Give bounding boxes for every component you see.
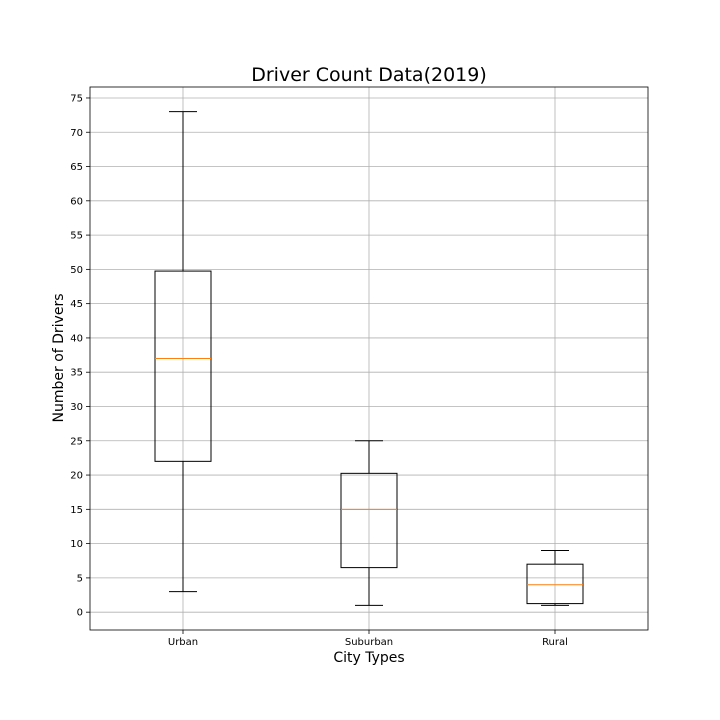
y-tick-label: 75: [70, 93, 83, 104]
boxes: [154, 111, 584, 606]
box-suburban: [340, 440, 398, 606]
y-tick-label: 40: [70, 333, 83, 344]
box-urban: [154, 111, 212, 593]
y-tick-label: 35: [70, 368, 83, 379]
x-tick-label: Urban: [168, 637, 198, 648]
y-tick-label: 25: [70, 436, 83, 447]
y-axis-label: Number of Drivers: [51, 293, 67, 422]
y-tick-label: 55: [70, 231, 83, 242]
y-tick-label: 15: [70, 505, 83, 516]
iqr-box: [154, 270, 212, 462]
x-tick-label: Suburban: [345, 637, 393, 648]
y-tick-label: 70: [70, 128, 83, 139]
y-tick-label: 5: [77, 573, 83, 584]
chart-title: Driver Count Data(2019): [251, 64, 487, 86]
y-tick-label: 20: [70, 471, 83, 482]
y-tick-label: 30: [70, 402, 83, 413]
iqr-box: [526, 563, 584, 605]
y-tick-label: 10: [70, 539, 83, 550]
y-tick-label: 0: [77, 608, 83, 619]
y-tick-label: 50: [70, 265, 83, 276]
y-tick-label: 65: [70, 162, 83, 173]
x-tick-label: Rural: [542, 637, 568, 648]
y-tick-label: 60: [70, 196, 83, 207]
x-axis-label: City Types: [333, 650, 404, 666]
box-rural: [526, 549, 584, 606]
iqr-box: [340, 472, 398, 569]
x-axis-ticks: Urban Suburban Rural: [168, 630, 568, 648]
y-axis-ticks: 0 5 10 15 20 25 30 35 40 45 50 55 60 65 70 75: [70, 93, 90, 619]
y-tick-label: 45: [70, 299, 83, 310]
